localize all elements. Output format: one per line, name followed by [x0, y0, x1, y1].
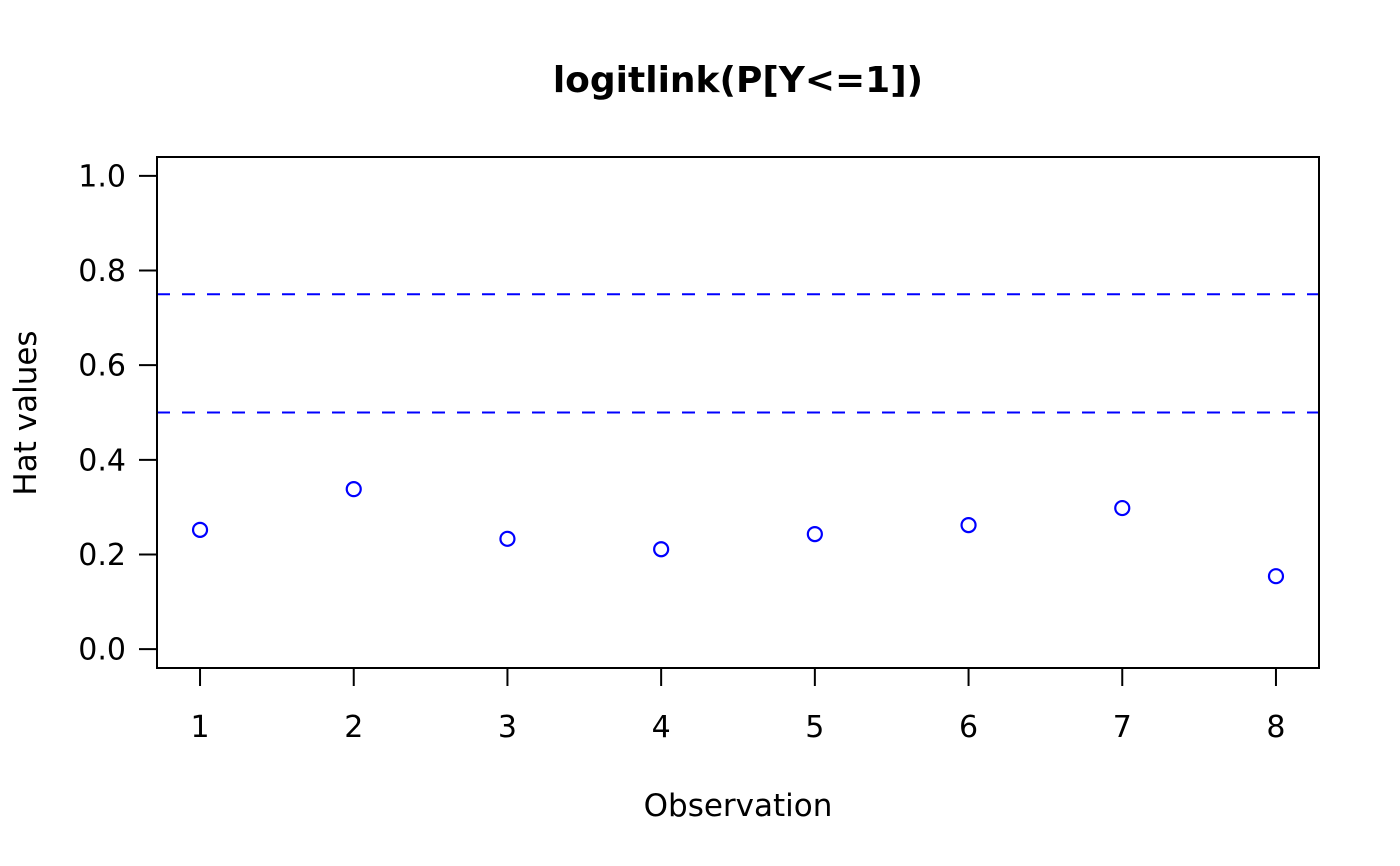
y-tick-label: 1.0	[78, 159, 126, 194]
chart-title: logitlink(P[Y<=1])	[553, 60, 923, 101]
data-point	[191, 521, 209, 538]
y-tick-label: 0.8	[78, 254, 126, 289]
x-tick-label: 8	[1266, 710, 1285, 745]
data-point	[1267, 568, 1285, 585]
x-tick-label: 1	[190, 710, 209, 745]
x-tick-label: 5	[805, 710, 824, 745]
x-tick-label: 7	[1113, 710, 1132, 745]
x-tick-label: 4	[652, 710, 671, 745]
x-tick-label: 2	[344, 710, 363, 745]
data-point	[960, 517, 977, 534]
y-tick-label: 0.4	[78, 443, 126, 478]
x-tick-label: 6	[959, 710, 978, 745]
data-point	[1114, 499, 1131, 517]
y-tick-label: 0.0	[78, 633, 126, 668]
y-tick-label: 0.6	[78, 349, 126, 384]
x-axis-label: Observation	[644, 788, 833, 824]
y-axis-label: Hat values	[8, 330, 44, 495]
data-point	[345, 481, 362, 498]
data-point	[499, 530, 516, 547]
data-point	[653, 541, 670, 558]
data-point	[806, 525, 823, 543]
y-tick-label: 0.2	[78, 538, 126, 573]
plot-frame	[156, 156, 1320, 669]
x-tick-label: 3	[498, 710, 517, 745]
